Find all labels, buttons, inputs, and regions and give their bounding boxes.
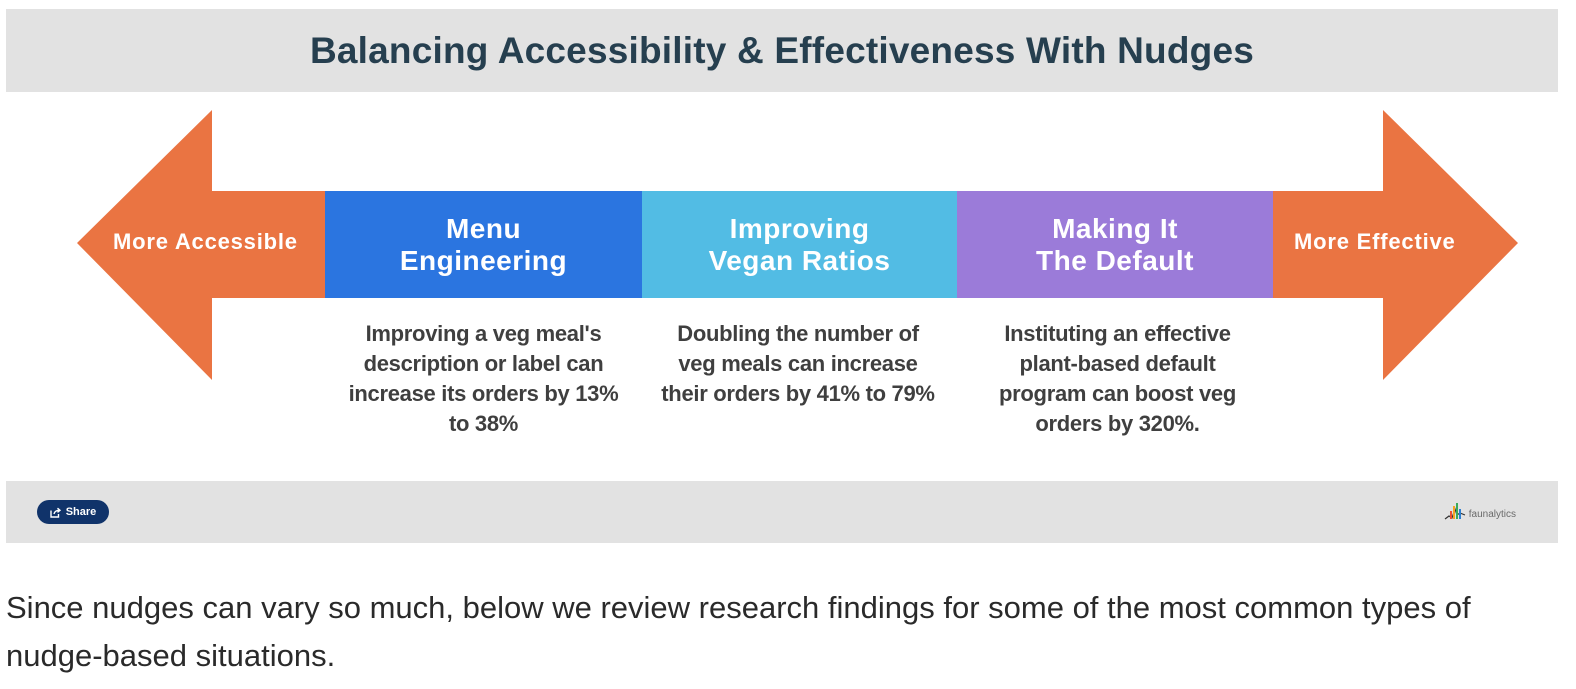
infographic-footer: Share faunalytics <box>6 481 1558 543</box>
faunalytics-logo-icon <box>1444 503 1465 520</box>
share-button[interactable]: Share <box>37 500 109 524</box>
more-effective-label: More Effective <box>1294 229 1456 254</box>
share-label: Share <box>65 506 97 518</box>
segment-title-line: Engineering <box>399 244 568 276</box>
segment-description-default: Instituting an effective plant-based def… <box>999 321 1236 436</box>
segment-title-vegan-ratios: Improving Vegan Ratios <box>642 191 957 298</box>
infographic-title: Balancing Accessibility & Effectiveness … <box>309 29 1255 71</box>
spectrum-arrow-graphic <box>77 110 1518 380</box>
segment-description-vegan-ratios: Doubling the number of veg meals can inc… <box>661 321 935 406</box>
segment-description-menu-engineering: Improving a veg meal's description or la… <box>348 321 619 436</box>
segment-title-line: The Default <box>1036 244 1194 276</box>
segment-bar-default <box>957 191 1273 298</box>
infographic: Balancing Accessibility & Effectiveness … <box>6 9 1558 543</box>
more-accessible-label: More Accessible <box>113 229 298 254</box>
share-icon <box>50 507 61 518</box>
segment-bar-menu-engineering <box>325 191 642 298</box>
segment-title-menu-engineering: Menu Engineering <box>325 191 642 298</box>
body-paragraph: Since nudges can vary so much, below we … <box>6 590 1471 673</box>
spectrum-diagram: More Accessible More Effective Menu Engi… <box>6 92 1558 482</box>
segment-title-default: Making It The Default <box>957 191 1273 298</box>
segment-title-line: Making It <box>1052 212 1178 244</box>
left-arrow <box>77 110 325 380</box>
segment-title-line: Vegan Ratios <box>708 244 891 276</box>
segment-title-line: Menu <box>445 212 522 244</box>
segment-title-line: Improving <box>729 212 870 244</box>
right-arrow <box>1273 110 1518 380</box>
brand-logo: faunalytics <box>1444 498 1516 522</box>
brand-name: faunalytics <box>1468 509 1516 520</box>
title-bar: Balancing Accessibility & Effectiveness … <box>6 9 1558 92</box>
segment-bar-vegan-ratios <box>642 191 957 298</box>
